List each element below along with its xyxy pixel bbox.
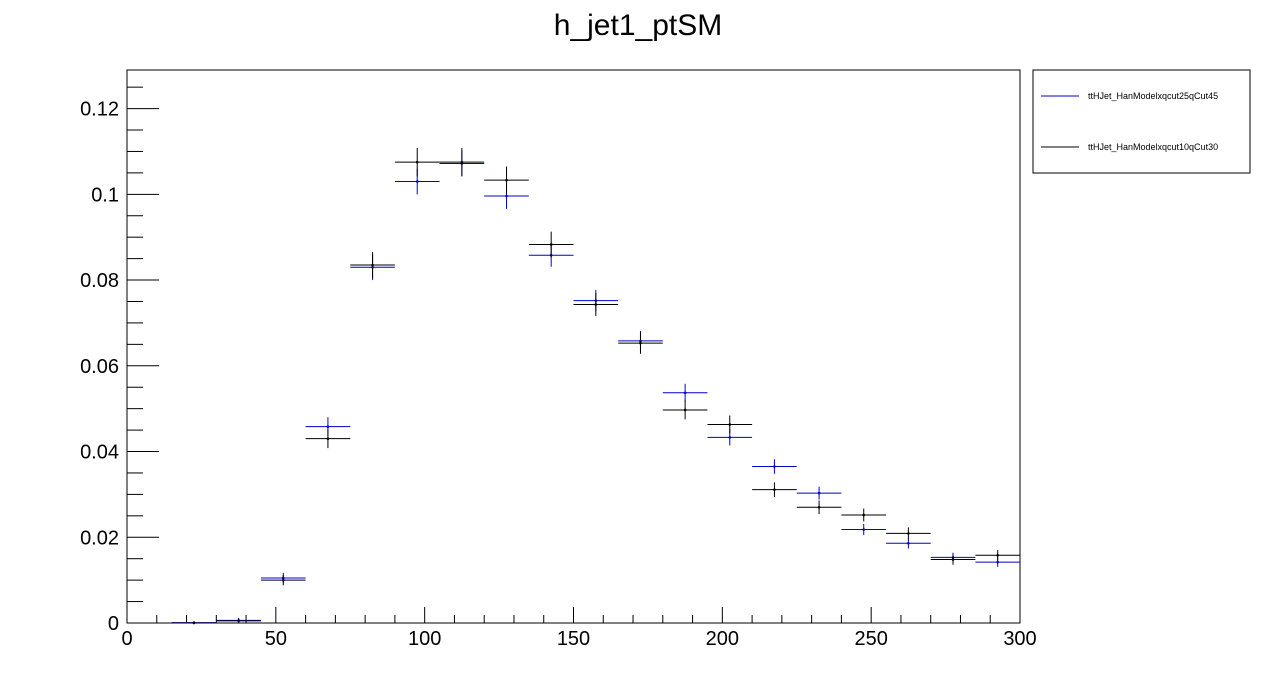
data-point	[996, 560, 999, 564]
legend-box	[1032, 69, 1251, 174]
data-point	[773, 488, 776, 491]
x-tick-label: 100	[408, 628, 441, 650]
data-point	[192, 621, 196, 625]
y-axis: 0 0.02 0.04 0.06 0.08 0.1 0.12	[80, 86, 159, 635]
data-point	[415, 180, 419, 183]
data-point	[415, 160, 419, 164]
data-point	[326, 425, 330, 428]
y-tick-label: 0.08	[80, 270, 119, 292]
y-tick-label: 0.06	[80, 356, 119, 378]
data-point	[326, 437, 330, 440]
data-point	[728, 436, 732, 439]
series-0	[171, 150, 1020, 624]
y-tick-label: 0.04	[80, 442, 119, 464]
data-point	[683, 391, 687, 395]
data-point	[505, 194, 508, 198]
data-point	[817, 491, 821, 495]
data-point	[907, 532, 910, 535]
plot-frame	[126, 69, 1021, 624]
x-tick-label: 0	[121, 628, 132, 650]
chart-title: h_jet1_ptSM	[554, 9, 722, 42]
x-axis: 0 50 100 150 200 250 300	[121, 607, 1037, 650]
y-tick-label: 0	[108, 613, 119, 635]
data-point	[460, 160, 464, 164]
x-tick-label: 200	[706, 628, 739, 650]
data-point	[996, 553, 999, 557]
legend-label-1: ttHJet_HanModelxqcut10qCut30	[1088, 142, 1218, 152]
data-point	[237, 619, 240, 623]
data-point	[281, 578, 285, 582]
series-1	[171, 148, 1020, 625]
x-tick-label: 150	[557, 628, 590, 650]
data-point	[505, 178, 508, 182]
x-tick-label: 250	[854, 628, 887, 650]
data-point	[683, 408, 687, 412]
data-point	[862, 528, 866, 531]
x-tick-label: 50	[265, 628, 287, 650]
data-point	[594, 303, 598, 306]
data-point	[862, 513, 866, 517]
legend: ttHJet_HanModelxqcut25qCut45 ttHJet_HanM…	[1032, 69, 1251, 174]
data-point	[951, 558, 955, 561]
series-layer	[171, 148, 1020, 625]
y-tick-label: 0.02	[80, 527, 119, 549]
y-tick-label: 0.12	[80, 99, 119, 121]
data-point	[907, 541, 910, 545]
x-tick-label: 300	[1003, 628, 1036, 650]
y-tick-label: 0.1	[91, 184, 119, 206]
data-point	[728, 423, 732, 426]
data-point	[817, 505, 821, 509]
data-point	[773, 465, 776, 468]
data-point	[371, 263, 374, 267]
data-point	[549, 243, 553, 246]
data-point	[639, 341, 642, 345]
legend-label-0: ttHJet_HanModelxqcut25qCut45	[1088, 91, 1218, 101]
